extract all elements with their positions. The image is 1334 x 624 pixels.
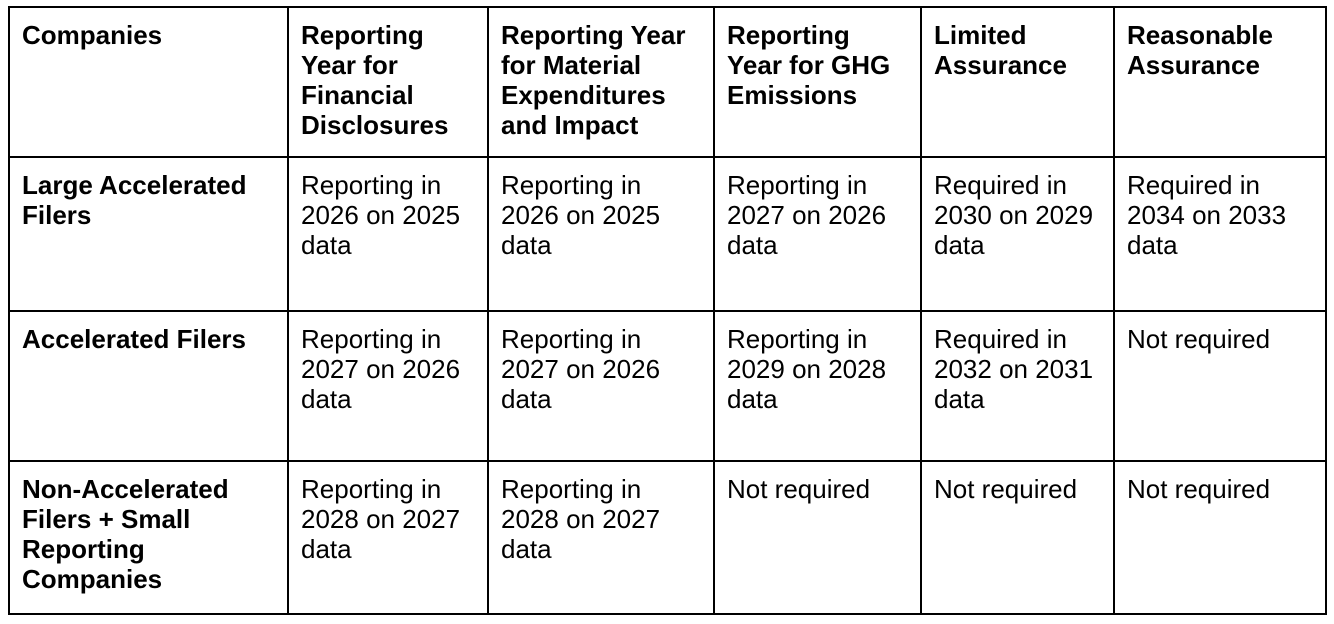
row-label-cell: Non-Accelerated Filers + Small Reporting… xyxy=(8,460,289,615)
table-cell: Reporting in 2028 on 2027 data xyxy=(287,460,489,615)
column-header-reasonable-assurance: Reasonable Assurance xyxy=(1113,6,1327,158)
table-cell: Not required xyxy=(713,460,922,615)
table-cell: Reporting in 2029 on 2028 data xyxy=(713,310,922,462)
table-cell: Reporting in 2027 on 2026 data xyxy=(713,156,922,312)
header-row: Companies Reporting Year for Financial D… xyxy=(8,6,1327,158)
table-body: Large Accelerated Filers Reporting in 20… xyxy=(8,156,1327,615)
table-row-large-accelerated-filers: Large Accelerated Filers Reporting in 20… xyxy=(8,156,1327,312)
table-cell: Not required xyxy=(1113,460,1327,615)
table-cell: Reporting in 2026 on 2025 data xyxy=(287,156,489,312)
compliance-timeline-table: Companies Reporting Year for Financial D… xyxy=(8,6,1327,615)
column-header-material-expenditures: Reporting Year for Material Expenditures… xyxy=(487,6,715,158)
table-cell: Reporting in 2026 on 2025 data xyxy=(487,156,715,312)
column-header-ghg-emissions: Reporting Year for GHG Emissions xyxy=(713,6,922,158)
table-cell: Reporting in 2027 on 2026 data xyxy=(487,310,715,462)
table-cell: Not required xyxy=(920,460,1115,615)
table-row-accelerated-filers: Accelerated Filers Reporting in 2027 on … xyxy=(8,310,1327,462)
table-row-non-accelerated-filers: Non-Accelerated Filers + Small Reporting… xyxy=(8,460,1327,615)
column-header-companies: Companies xyxy=(8,6,289,158)
table-header: Companies Reporting Year for Financial D… xyxy=(8,6,1327,158)
table-cell: Required in 2034 on 2033 data xyxy=(1113,156,1327,312)
table-cell: Required in 2032 on 2031 data xyxy=(920,310,1115,462)
column-header-limited-assurance: Limited Assurance xyxy=(920,6,1115,158)
row-label-cell: Large Accelerated Filers xyxy=(8,156,289,312)
column-header-financial-disclosures: Reporting Year for Financial Disclosures xyxy=(287,6,489,158)
row-label-cell: Accelerated Filers xyxy=(8,310,289,462)
table-cell: Reporting in 2028 on 2027 data xyxy=(487,460,715,615)
table-cell: Not required xyxy=(1113,310,1327,462)
table-cell: Required in 2030 on 2029 data xyxy=(920,156,1115,312)
table-cell: Reporting in 2027 on 2026 data xyxy=(287,310,489,462)
